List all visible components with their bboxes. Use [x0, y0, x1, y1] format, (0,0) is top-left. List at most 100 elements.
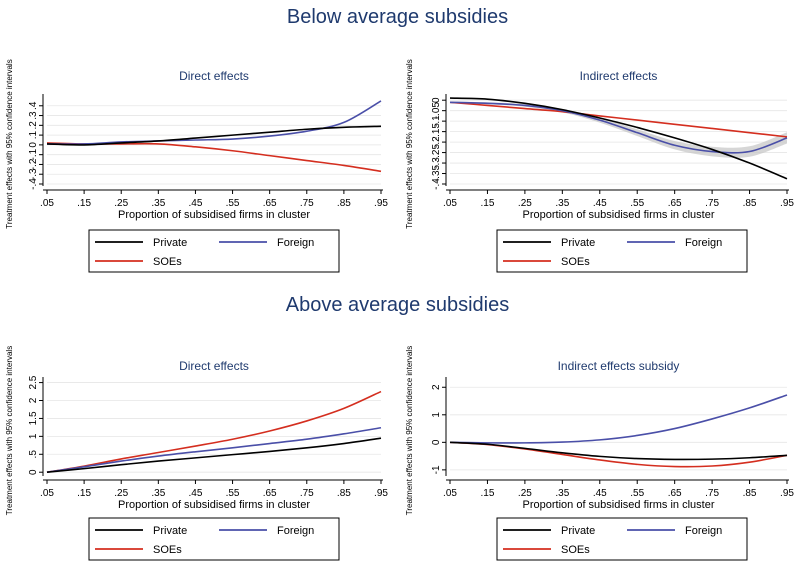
x-tick-label: .95 [780, 198, 794, 209]
y-axis-title: Treatment effects with 95% confidence in… [5, 346, 14, 515]
series-line-foreign [449, 101, 788, 154]
legend-box [496, 517, 748, 561]
x-tick-label: .65 [668, 198, 682, 209]
y-tick-label: -.2 [28, 158, 39, 170]
x-tick-label: .95 [780, 488, 794, 499]
legend-label-private: Private [153, 237, 187, 249]
y-tick-label: -.4 [431, 178, 442, 190]
y-tick-label: .1 [28, 131, 39, 140]
chart-panel-3: Direct effects 0 .5 1 1.5 2 2.5 .05 .15 .25 .35 .45… [5, 346, 388, 561]
legend: Private Foreign SOEs [88, 229, 340, 273]
y-tick-label: 2 [431, 384, 442, 390]
x-tick-label: .15 [480, 488, 494, 499]
x-tick-label: .85 [337, 198, 351, 209]
x-tick-label: .05 [443, 198, 457, 209]
y-tick-label: 0 [431, 439, 442, 445]
y-axis-title: Treatment effects with 95% confidence in… [405, 59, 414, 228]
x-tick-label: .05 [443, 488, 457, 499]
y-tick-label: 0 [431, 97, 442, 103]
section-title-below-average: Below average subsidies [286, 6, 509, 28]
x-tick-label: .35 [151, 488, 165, 499]
x-tick-label: .85 [743, 198, 757, 209]
x-tick-label: .35 [555, 198, 569, 209]
x-tick-label: .55 [630, 488, 644, 499]
series-line-private [46, 125, 382, 146]
legend-label-foreign: Foreign [685, 237, 722, 249]
y-tick-label: -.05 [431, 102, 442, 120]
series-line-foreign [46, 100, 382, 145]
x-tick-label: .75 [705, 488, 719, 499]
series-line-foreign [449, 394, 788, 444]
y-tick-label: 1.5 [28, 411, 39, 425]
legend-label-private: Private [561, 525, 595, 537]
series-line-soes [46, 390, 382, 473]
x-tick-label: .25 [114, 488, 128, 499]
x-tick-label: .65 [668, 488, 682, 499]
legend: Private Foreign SOEs [496, 517, 748, 561]
x-tick-label: .45 [593, 488, 607, 499]
x-tick-label: .95 [374, 488, 388, 499]
legend-label-foreign: Foreign [277, 237, 314, 249]
legend-label-soes: SOEs [153, 256, 182, 268]
x-axis-title: Proportion of subsidised firms in cluste… [523, 209, 715, 221]
x-tick-label: .55 [226, 488, 240, 499]
x-tick-label: .35 [555, 488, 569, 499]
x-tick-label: .55 [226, 198, 240, 209]
legend-label-soes: SOEs [561, 544, 590, 556]
y-tick-label: -.1 [28, 148, 39, 160]
panel-title: Direct effects [179, 359, 249, 373]
x-tick-label: .45 [593, 198, 607, 209]
x-tick-label: .25 [518, 488, 532, 499]
y-tick-label: -.35 [431, 164, 442, 182]
legend-box [88, 229, 340, 273]
x-tick-label: .45 [188, 488, 202, 499]
x-tick-label: .85 [337, 488, 351, 499]
legend: Private Foreign SOEs [496, 229, 748, 273]
y-tick-label: .5 [28, 450, 39, 459]
series-line-private [449, 441, 788, 461]
x-tick-label: .75 [300, 488, 314, 499]
series-line-private [46, 437, 382, 474]
panel-title: Indirect effects [580, 69, 658, 83]
x-axis-title: Proportion of subsidised firms in cluste… [118, 499, 310, 511]
legend-label-private: Private [153, 525, 187, 537]
y-axis-title: Treatment effects with 95% confidence in… [405, 346, 414, 515]
x-axis-title: Proportion of subsidised firms in cluste… [118, 209, 310, 221]
chart-panel-1: Direct effects -.4-.3-.2-.10 .1.2.3.4 .05 .1… [5, 59, 388, 273]
y-axis-title: Treatment effects with 95% confidence in… [5, 59, 14, 228]
panel-title: Indirect effects subsidy [558, 359, 680, 373]
section-title-above-average: Above average subsidies [285, 294, 510, 316]
x-tick-label: .75 [705, 198, 719, 209]
x-tick-label: .75 [300, 198, 314, 209]
y-tick-label: -.2 [431, 136, 442, 148]
y-tick-label: 0 [28, 142, 39, 148]
y-tick-label: -.4 [28, 178, 39, 190]
x-tick-label: .95 [374, 198, 388, 209]
x-tick-label: .35 [151, 198, 165, 209]
x-tick-label: .55 [630, 198, 644, 209]
y-tick-label: -1 [431, 465, 442, 474]
legend-label-foreign: Foreign [277, 525, 314, 537]
legend-label-soes: SOEs [561, 256, 590, 268]
series-line-soes [46, 142, 382, 173]
series-line-soes [449, 101, 788, 138]
x-tick-label: .85 [743, 488, 757, 499]
y-tick-label: -.3 [28, 168, 39, 180]
y-tick-label: -.15 [431, 123, 442, 141]
legend: Private Foreign SOEs [88, 517, 340, 561]
series-line-private [449, 97, 788, 180]
y-tick-label: 1 [28, 433, 39, 439]
y-tick-label: 1 [431, 412, 442, 418]
x-tick-label: .25 [114, 198, 128, 209]
legend-box [88, 517, 340, 561]
y-tick-label: -.3 [431, 157, 442, 169]
confidence-band [450, 101, 787, 158]
y-tick-label: -.25 [431, 144, 442, 162]
y-tick-label: .4 [28, 101, 39, 110]
legend-label-private: Private [561, 237, 595, 249]
x-tick-label: .25 [518, 198, 532, 209]
x-tick-label: .45 [188, 198, 202, 209]
y-tick-label: -.1 [431, 115, 442, 127]
x-tick-label: .65 [263, 488, 277, 499]
